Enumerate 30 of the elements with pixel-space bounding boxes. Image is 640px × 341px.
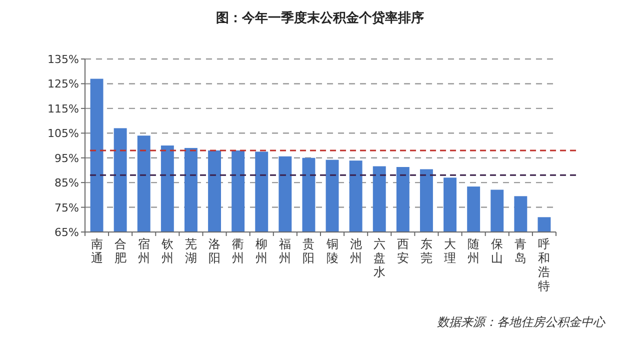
y-tick-label: 75% bbox=[54, 201, 79, 214]
x-tick-label: 洛阳 bbox=[208, 237, 221, 265]
x-tick-label: 呼和浩特 bbox=[538, 237, 550, 293]
x-tick-label: 西安 bbox=[396, 237, 409, 265]
x-tick-label: 大理 bbox=[444, 237, 456, 265]
x-tick-label: 芜湖 bbox=[184, 237, 197, 265]
x-tick-label: 东莞 bbox=[420, 237, 432, 265]
x-tick-label: 铜陵 bbox=[325, 237, 338, 265]
y-tick-label: 85% bbox=[54, 176, 79, 190]
x-tick-label: 衢州 bbox=[232, 237, 244, 265]
chart-title: 图：今年一季度末公积金个贷率排序 bbox=[216, 10, 424, 26]
y-tick-label: 95% bbox=[54, 152, 79, 165]
x-tick-label: 青岛 bbox=[514, 237, 527, 265]
x-tick-label: 宿州 bbox=[138, 237, 150, 265]
x-tick-label: 六盘水 bbox=[373, 237, 386, 279]
y-tick-label: 65% bbox=[54, 226, 79, 239]
y-tick-label: 115% bbox=[48, 102, 79, 116]
x-tick-label: 池州 bbox=[350, 237, 362, 265]
x-tick-label: 钦州 bbox=[160, 237, 174, 265]
y-tick-label: 125% bbox=[48, 78, 79, 91]
y-tick-label: 105% bbox=[48, 127, 79, 140]
x-tick-label: 合肥 bbox=[114, 237, 126, 265]
x-tick-label: 柳州 bbox=[256, 237, 268, 265]
x-tick-label: 南通 bbox=[90, 237, 103, 265]
x-tick-label: 福州 bbox=[279, 237, 292, 265]
source-note: 数据来源：各地住房公积金中心 bbox=[437, 315, 606, 329]
x-tick-label: 贵阳 bbox=[302, 237, 315, 265]
x-tick-label: 保山 bbox=[491, 237, 504, 265]
x-tick-label: 随州 bbox=[468, 237, 480, 265]
y-tick-label: 135% bbox=[48, 53, 79, 66]
